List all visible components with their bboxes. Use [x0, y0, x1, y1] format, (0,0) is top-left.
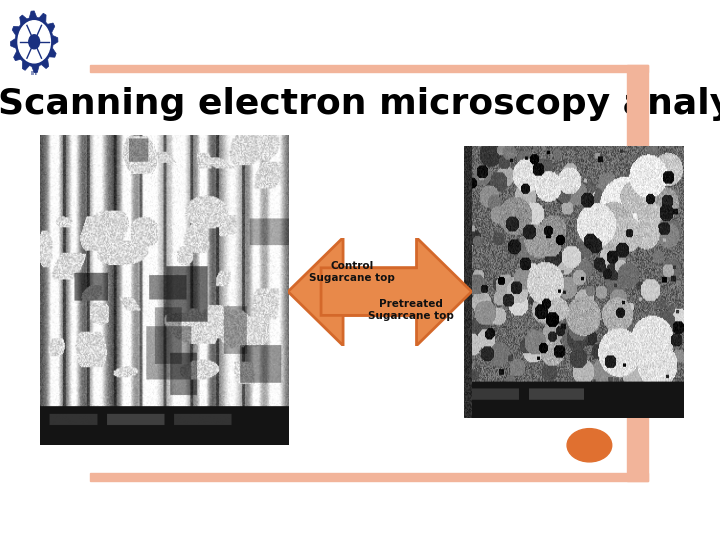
Polygon shape — [321, 238, 472, 346]
Text: Scanning electron microscopy analyses: Scanning electron microscopy analyses — [0, 87, 720, 122]
Text: Control
Sugarcane top: Control Sugarcane top — [310, 261, 395, 283]
Polygon shape — [288, 238, 438, 346]
Circle shape — [567, 429, 612, 462]
Bar — [90, 473, 648, 481]
Bar — [90, 65, 648, 72]
Circle shape — [18, 21, 50, 63]
Text: Pretreated
Sugarcane top: Pretreated Sugarcane top — [368, 299, 454, 321]
Polygon shape — [10, 11, 58, 73]
Text: IIT: IIT — [30, 71, 38, 76]
Circle shape — [29, 35, 40, 49]
Bar — [627, 65, 648, 481]
